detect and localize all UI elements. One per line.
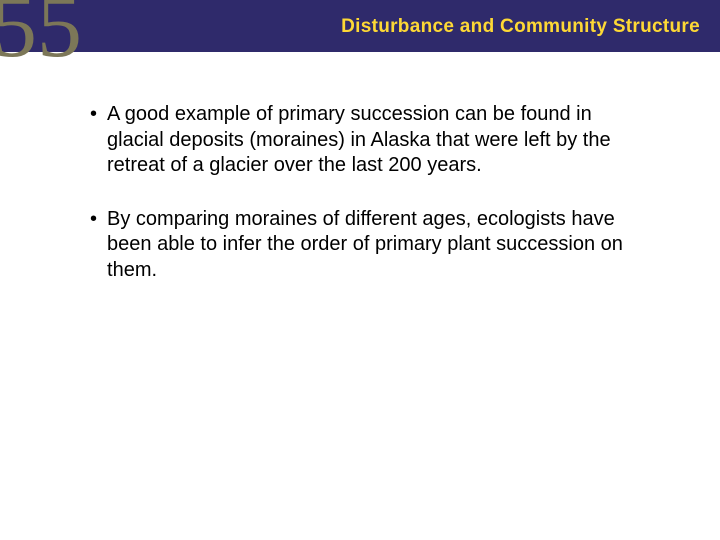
slide-header: 55 Disturbance and Community Structure [0, 0, 720, 52]
bullet-item: • By comparing moraines of different age… [90, 207, 650, 284]
header-title: Disturbance and Community Structure [341, 16, 700, 38]
bullet-marker: • [90, 207, 97, 284]
bullet-text: By comparing moraines of different ages,… [107, 207, 650, 284]
bullet-item: • A good example of primary succession c… [90, 102, 650, 179]
bullet-text: A good example of primary succession can… [107, 102, 650, 179]
bullet-marker: • [90, 102, 97, 179]
slide-content: • A good example of primary succession c… [0, 52, 720, 284]
chapter-number: 55 [0, 0, 82, 72]
